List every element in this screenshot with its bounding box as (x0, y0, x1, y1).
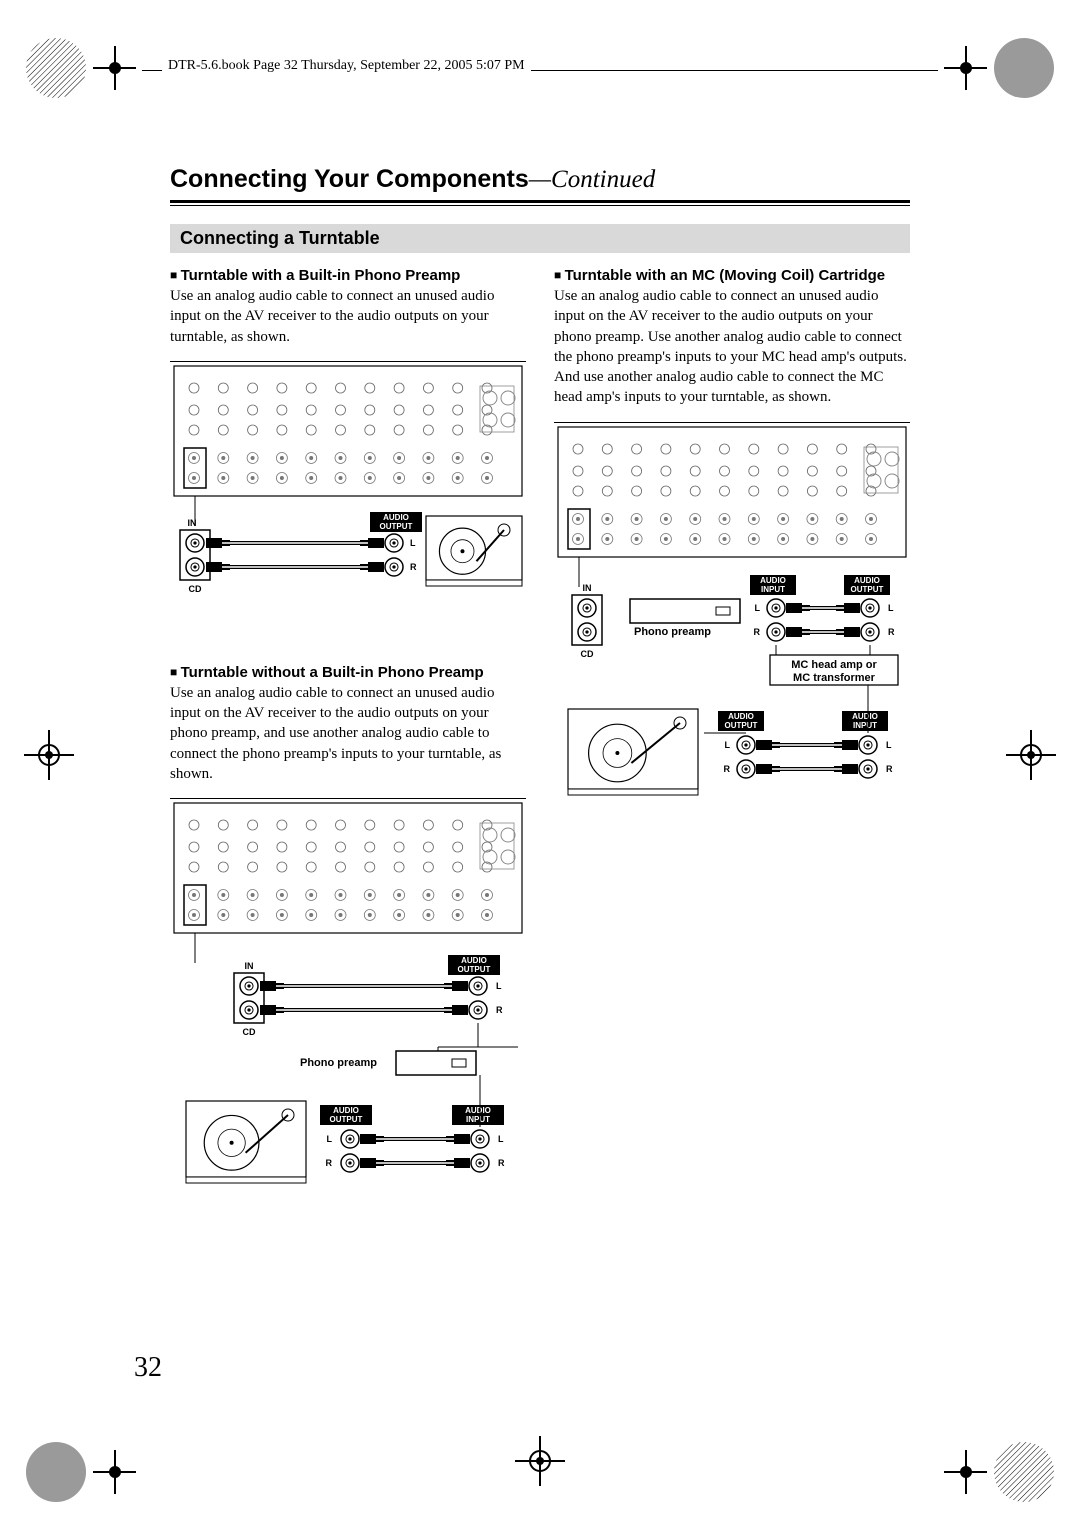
svg-text:R: R (498, 1158, 505, 1168)
svg-text:CD: CD (243, 1027, 256, 1037)
left-p2: Use an analog audio cable to connect an … (170, 683, 526, 784)
title-rule (170, 200, 910, 206)
svg-text:AUDIOOUTPUT: AUDIOOUTPUT (725, 712, 758, 730)
svg-text:R: R (326, 1158, 333, 1168)
left-h2: Turntable without a Built-in Phono Pream… (170, 664, 526, 681)
page-title: Connecting Your Components—Continued (170, 165, 910, 194)
svg-text:L: L (498, 1134, 504, 1144)
reg-mark-bc (515, 1436, 565, 1486)
svg-text:R: R (888, 627, 895, 637)
page-number: 32 (134, 1352, 162, 1384)
svg-text:AUDIOINPUT: AUDIOINPUT (465, 1106, 491, 1124)
svg-text:R: R (754, 627, 761, 637)
svg-text:R: R (724, 764, 731, 774)
svg-text:IN: IN (583, 583, 592, 593)
left-column: Turntable with a Built-in Phono Preamp U… (170, 261, 526, 1219)
svg-text:L: L (755, 603, 761, 613)
svg-text:R: R (496, 1005, 503, 1015)
svg-text:L: L (327, 1134, 333, 1144)
svg-text:Phono preamp: Phono preamp (634, 626, 711, 638)
title-main: Connecting Your Components (170, 165, 529, 193)
title-cont: —Continued (529, 166, 655, 193)
svg-text:Phono preamp: Phono preamp (300, 1057, 377, 1069)
svg-text:AUDIOOUTPUT: AUDIOOUTPUT (330, 1106, 363, 1124)
section-bar: Connecting a Turntable (170, 224, 910, 253)
svg-text:L: L (886, 740, 892, 750)
svg-text:AUDIOOUTPUT: AUDIOOUTPUT (458, 956, 491, 974)
svg-text:AUDIOINPUT: AUDIOINPUT (760, 576, 786, 594)
svg-text:AUDIOOUTPUT: AUDIOOUTPUT (851, 576, 884, 594)
svg-text:L: L (725, 740, 731, 750)
svg-text:R: R (886, 764, 893, 774)
diagram-builtin: IN CD AUDIOOUTPUT L R (170, 361, 526, 642)
svg-text:R: R (410, 562, 417, 572)
svg-text:CD: CD (189, 584, 202, 594)
reg-mark-mr (1006, 730, 1056, 780)
svg-text:IN: IN (245, 961, 254, 971)
svg-text:AUDIOINPUT: AUDIOINPUT (852, 712, 878, 730)
right-h1: Turntable with an MC (Moving Coil) Cartr… (554, 267, 910, 284)
diagram-without-preamp: IN CD AUDIOOUTPUT L R Phono preamp AUDIOOUTPUT… (170, 798, 526, 1219)
crop-header-text: DTR-5.6.book Page 32 Thursday, September… (162, 58, 531, 74)
right-column: Turntable with an MC (Moving Coil) Cartr… (554, 261, 910, 1219)
svg-text:MC head amp orMC transformer: MC head amp orMC transformer (791, 659, 877, 684)
reg-mark-br (942, 1390, 1062, 1510)
diagram-mc: IN CD Phono preamp AUDIOINPUT L R AUDIOOUTPUT L… (554, 422, 910, 853)
reg-mark-tr (942, 30, 1062, 150)
svg-text:CD: CD (581, 649, 594, 659)
svg-text:L: L (410, 538, 416, 548)
svg-text:IN: IN (188, 518, 197, 528)
reg-mark-tl (18, 30, 138, 150)
reg-mark-bl (18, 1390, 138, 1510)
svg-text:AUDIOOUTPUT: AUDIOOUTPUT (380, 513, 413, 531)
reg-mark-ml (24, 730, 74, 780)
crop-header-row: DTR-5.6.book Page 32 Thursday, September… (92, 56, 988, 84)
svg-text:L: L (496, 981, 502, 991)
left-p1: Use an analog audio cable to connect an … (170, 286, 526, 347)
right-p1: Use an analog audio cable to connect an … (554, 286, 910, 408)
left-h1: Turntable with a Built-in Phono Preamp (170, 267, 526, 284)
svg-text:L: L (888, 603, 894, 613)
